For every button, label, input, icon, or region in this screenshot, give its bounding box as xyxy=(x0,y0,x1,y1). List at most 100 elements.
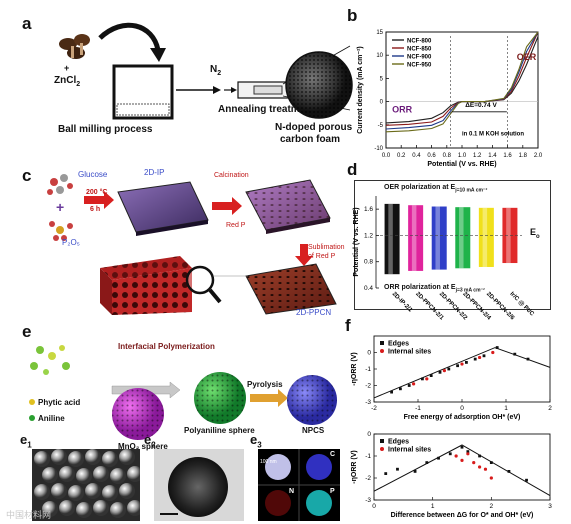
eo-text: E xyxy=(530,227,537,237)
map-n-label: N xyxy=(289,488,295,495)
plot-frame xyxy=(373,335,551,403)
zncl2-label: ZnCl2 xyxy=(54,75,80,88)
panel-e-schematic xyxy=(29,345,337,440)
legend-label: NCF-850 xyxy=(407,46,432,52)
p2o5-label: P₂O₅ xyxy=(62,238,80,247)
n2-sub: 2 xyxy=(217,70,222,77)
legend-label: Internal sites xyxy=(388,349,431,356)
y-tick-label: -3 xyxy=(365,399,371,406)
point-edges xyxy=(466,450,470,453)
point-edges xyxy=(525,478,528,482)
panel-e: e Interfacial Polymerization Pyrolysis P… xyxy=(0,318,340,524)
x-tick-label: 0.8 xyxy=(443,153,452,159)
bar-highlight xyxy=(482,207,488,267)
point-edges xyxy=(473,357,477,361)
point-internal xyxy=(412,382,416,386)
bar-3 xyxy=(455,207,471,269)
bar-highlight xyxy=(388,203,393,275)
x-tick-label: 2.0 xyxy=(534,153,543,159)
mno2-label: MnO₂ sphere xyxy=(118,442,168,451)
y-tick-label: -2 xyxy=(365,475,371,482)
chart-d: 0.40.81.21.62D-IP-2/1 2D-PPCN-2/12D-PPCN-… xyxy=(353,196,535,322)
x-tick-label: 2 xyxy=(490,503,494,510)
tem-image-e2 xyxy=(154,449,244,521)
y-axis-label: -ηORR (V) xyxy=(351,450,358,483)
x-tick-label: 1 xyxy=(504,405,508,412)
bar-5 xyxy=(502,207,518,264)
point-edges xyxy=(456,364,459,368)
point-edges xyxy=(396,467,399,471)
category-label: 2D-IP-2/1 xyxy=(391,291,414,314)
point-edges xyxy=(429,374,433,377)
y-tick-label: 15 xyxy=(376,30,383,36)
e1-label: e1 xyxy=(20,432,32,450)
x-tick-label: 1.8 xyxy=(519,153,528,159)
legend-label: NCF-950 xyxy=(407,62,432,68)
x-tick-label: -1 xyxy=(415,405,421,412)
annotation-delta-e: ΔE=0.74 V xyxy=(465,102,497,109)
panel-e-label: e xyxy=(22,322,32,341)
x-axis-label: Free energy of adsorption OH* (eV) xyxy=(404,414,521,421)
volcano-fit-line xyxy=(373,444,551,497)
y-tick-label: 0 xyxy=(380,100,384,106)
oer-note-text: OER polarization at E xyxy=(384,184,456,191)
x-axis-label: Potential (V vs. RHE) xyxy=(427,161,496,168)
orr-note-text: ORR polarization at E xyxy=(384,284,456,291)
eds-maps-e3 xyxy=(258,449,340,521)
y-tick-label: -3 xyxy=(365,497,371,504)
e1-sub: 1 xyxy=(27,440,32,450)
y-tick-label: 0 xyxy=(367,350,371,357)
svg-text:+: + xyxy=(56,199,64,215)
x-tick-label: 0 xyxy=(372,503,376,510)
y-tick-label: -2 xyxy=(365,383,371,390)
foam-label-2: carbon foam xyxy=(280,134,341,145)
point-edges xyxy=(489,461,493,464)
n2-text: N xyxy=(210,64,218,75)
point-edges xyxy=(513,352,517,356)
legend-swatch-edges xyxy=(380,341,384,345)
point-internal xyxy=(425,377,429,381)
panel-b-label: b xyxy=(347,6,358,25)
n2-label: N2 xyxy=(210,64,221,77)
map-c-label: C xyxy=(330,451,336,458)
zncl2-text: ZnCl xyxy=(54,75,77,86)
point-internal xyxy=(466,452,470,456)
porous-cube-image xyxy=(100,256,192,315)
x-tick-label: 3 xyxy=(548,503,552,510)
legend-label: NCF-900 xyxy=(407,54,432,60)
point-internal xyxy=(460,458,464,462)
x-tick-label: 0.0 xyxy=(382,153,391,159)
x-tick-label: 1 xyxy=(431,503,435,510)
pyrolysis-label: Pyrolysis xyxy=(247,380,283,389)
bar-2 xyxy=(431,206,447,270)
point-internal xyxy=(478,465,482,469)
panel-f-label: f xyxy=(345,316,351,335)
temp-label: 200 °C xyxy=(86,189,108,196)
oer-polarization-note: OER polarization at Ej=10 mA cm⁻² xyxy=(384,184,487,193)
point-edges xyxy=(465,361,468,364)
point-edges xyxy=(478,454,481,458)
point-edges xyxy=(460,445,464,449)
ball-milling-label: Ball milling process xyxy=(58,124,153,135)
interfacial-label: Interfacial Polymerization xyxy=(118,342,215,351)
ip-label: 2D-IP xyxy=(144,168,165,177)
x-tick-label: 1.6 xyxy=(503,153,512,159)
y-tick-label: 0.4 xyxy=(364,285,373,292)
phytic-label: Phytic acid xyxy=(38,398,81,407)
watermark: 中国材料网 xyxy=(6,511,52,521)
zncl2-sub: 2 xyxy=(76,81,81,88)
y-axis-label: Potential (V vs. RHE) xyxy=(353,207,360,276)
x-tick-label: 0.6 xyxy=(427,153,436,159)
bar-4 xyxy=(478,207,494,267)
e3-sub: 3 xyxy=(257,440,262,450)
y-axis-label: -ηORR (V) xyxy=(351,352,358,385)
annotation-oer: OER xyxy=(517,52,537,62)
calcination-label: Calcination xyxy=(214,172,249,179)
orr-polarization-note: ORR polarization at Ej=3 mA cm⁻² xyxy=(384,284,485,293)
ppcn-label: 2D-PPCN xyxy=(296,308,332,317)
eo-label: Eo xyxy=(530,227,540,240)
glucose-label: Glucose xyxy=(78,170,108,179)
orr-note-sub: j=3 mA cm⁻² xyxy=(455,287,485,294)
e2-text: e xyxy=(144,432,152,447)
